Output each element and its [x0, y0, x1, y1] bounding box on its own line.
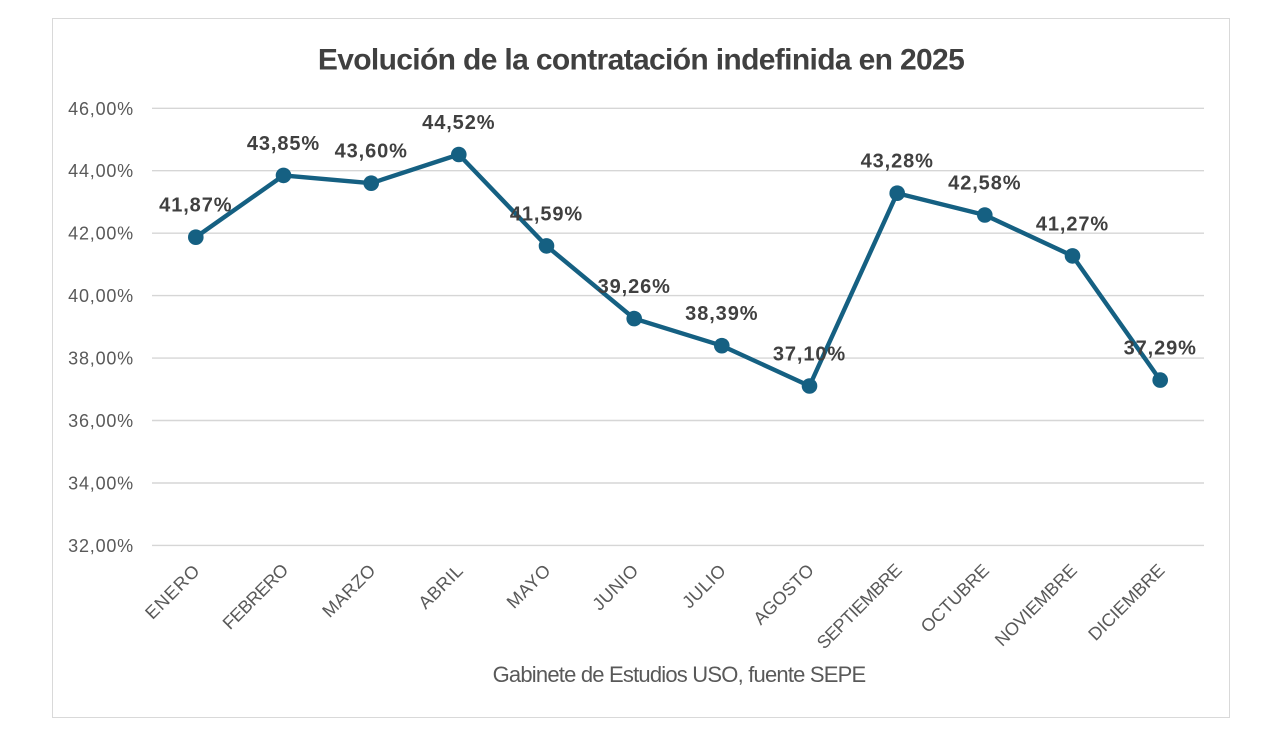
svg-text:41,27%: 41,27%: [1036, 213, 1109, 235]
svg-text:32,00%: 32,00%: [68, 536, 134, 556]
svg-text:36,00%: 36,00%: [68, 411, 134, 431]
svg-text:44,52%: 44,52%: [422, 112, 495, 134]
svg-text:42,58%: 42,58%: [948, 173, 1021, 195]
svg-text:41,87%: 41,87%: [159, 195, 232, 217]
svg-text:44,00%: 44,00%: [68, 161, 134, 181]
svg-text:34,00%: 34,00%: [68, 474, 134, 494]
svg-text:Gabinete de Estudios USO, fuen: Gabinete de Estudios USO, fuente SEPE: [493, 662, 866, 687]
svg-text:37,29%: 37,29%: [1124, 338, 1197, 360]
svg-text:40,00%: 40,00%: [68, 286, 134, 306]
svg-text:43,28%: 43,28%: [861, 151, 934, 173]
svg-text:Evolución de la contratación i: Evolución de la contratación indefinida …: [318, 44, 964, 77]
svg-text:42,00%: 42,00%: [68, 224, 134, 244]
svg-text:41,59%: 41,59%: [510, 203, 583, 225]
svg-text:38,39%: 38,39%: [685, 303, 758, 325]
svg-text:38,00%: 38,00%: [68, 349, 134, 369]
svg-text:43,85%: 43,85%: [247, 133, 320, 155]
svg-text:46,00%: 46,00%: [68, 99, 134, 119]
svg-text:43,60%: 43,60%: [335, 141, 408, 163]
svg-text:37,10%: 37,10%: [773, 344, 846, 366]
svg-text:39,26%: 39,26%: [598, 276, 671, 298]
